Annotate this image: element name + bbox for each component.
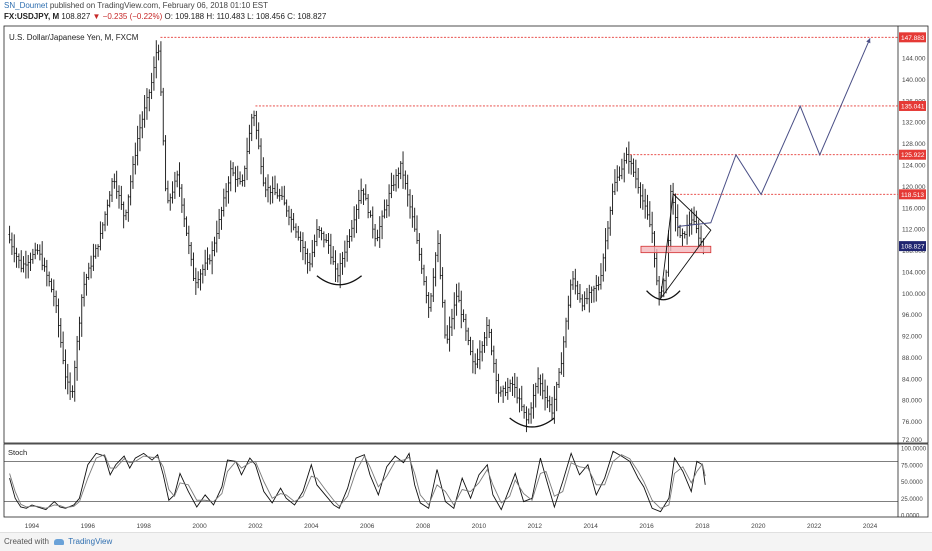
projection-path xyxy=(677,38,871,227)
resistance-price-tag xyxy=(899,149,926,160)
time-tick-label: 2022 xyxy=(807,523,822,530)
published-text: published on TradingView.com, February 0… xyxy=(49,1,269,10)
time-tick-label: 2008 xyxy=(416,523,431,530)
tradingview-brand-link[interactable]: TradingView xyxy=(68,537,113,546)
time-tick-label: 1996 xyxy=(81,523,96,530)
stoch-series-line xyxy=(9,450,706,513)
time-tick-label: 2000 xyxy=(192,523,207,530)
time-tick-label: 2004 xyxy=(304,523,319,530)
stoch-tick-label: 100.0000 xyxy=(901,447,927,453)
created-with: Created with TradingView xyxy=(4,537,112,546)
resistance-price-tag xyxy=(899,100,926,111)
price-tick-label: 84.000 xyxy=(902,376,922,383)
rounding-bottom-arc xyxy=(509,417,555,428)
triangle-pattern xyxy=(659,192,712,301)
low-value: L: 108.456 xyxy=(247,12,285,21)
ohlc-bars xyxy=(8,40,705,433)
time-tick-label: 2006 xyxy=(360,523,375,530)
time-tick-label: 1994 xyxy=(25,523,40,530)
price-tick-label: 108.000 xyxy=(902,248,926,255)
resistance-price-label: 135.041 xyxy=(901,103,925,110)
price-tick-label: 132.000 xyxy=(902,120,926,127)
price-tick-label: 128.000 xyxy=(902,141,926,148)
time-tick-label: 2020 xyxy=(751,523,766,530)
rounding-bottom-arc xyxy=(316,275,363,286)
time-tick-label: 2018 xyxy=(695,523,710,530)
stoch-title: Stoch xyxy=(8,448,27,457)
close-value: C: 108.827 xyxy=(287,12,327,21)
tradingview-logo-icon xyxy=(54,538,65,545)
price-tick-label: 80.000 xyxy=(902,398,922,405)
price-axis-bottom-label: 72.000 xyxy=(902,437,922,444)
resistance-price-tag xyxy=(899,32,926,43)
stoch-axis: 100.0000 75.0000 50.0000 25.0000 0.0000 xyxy=(901,447,927,520)
time-tick-label: 2024 xyxy=(863,523,878,530)
price-axis: 76.000 80.000 84.000 88.000 92.000 96.000 100.… xyxy=(902,56,926,427)
price-tick-label: 124.000 xyxy=(902,163,926,170)
chart-canvas[interactable]: U.S. Dollar/Japanese Yen, M, FXCM Stoch … xyxy=(0,24,932,532)
price-tick-label: 92.000 xyxy=(902,334,922,341)
open-value: O: 109.188 xyxy=(164,12,205,21)
resistance-price-label: 147.883 xyxy=(901,35,925,42)
stoch-pane-border xyxy=(3,443,929,518)
price-tick-label: 100.000 xyxy=(902,291,926,298)
price-tick-label: 104.000 xyxy=(902,269,926,276)
time-tick-label: 2016 xyxy=(639,523,654,530)
time-tick-label: 2012 xyxy=(528,523,543,530)
resistance-price-label: 125.922 xyxy=(901,152,925,159)
footer-bar: Created with TradingView xyxy=(0,532,932,551)
high-value: H: 110.483 xyxy=(206,12,245,21)
support-zone xyxy=(640,245,712,254)
price-tick-label: 112.000 xyxy=(902,227,925,234)
symbol-label: FX:USDJPY, M xyxy=(4,12,60,21)
current-price-tag xyxy=(899,241,926,252)
chart-title: U.S. Dollar/Japanese Yen, M, FXCM xyxy=(9,33,139,42)
price-tick-label: 76.000 xyxy=(902,419,922,426)
price-tick-label: 96.000 xyxy=(902,312,922,319)
last-price: 108.827 xyxy=(61,12,91,21)
current-price-marker: 108.827 xyxy=(899,241,926,252)
down-arrow-icon: ▼ xyxy=(92,12,101,21)
price-tick-label: 120.000 xyxy=(902,184,926,191)
main-pane-border xyxy=(3,25,929,444)
price-tick-label: 88.000 xyxy=(902,355,922,362)
header-bar: SN_Doumet published on TradingView.com, … xyxy=(0,0,932,24)
resistance-price-label: 118.513 xyxy=(901,192,924,199)
pattern-annotations xyxy=(316,192,712,428)
stoch-tick-label: 50.0000 xyxy=(901,480,923,486)
resistance-levels: 147.883 135.041 125.922 118.513 xyxy=(160,32,926,200)
stoch-tick-label: 75.0000 xyxy=(901,463,923,469)
stoch-tick-label: 25.0000 xyxy=(901,497,923,503)
published-line: SN_Doumet published on TradingView.com, … xyxy=(4,1,268,10)
price-tick-label: 140.000 xyxy=(902,77,926,84)
time-axis: 1994 1996 1998 2000 2002 2004 2006 2008 2010 2012… xyxy=(25,523,878,530)
rounding-bottom-arc xyxy=(646,290,681,301)
time-tick-label: 2014 xyxy=(583,523,598,530)
ohlc-line: FX:USDJPY, M 108.827 ▼ −0.235 (−0.22%) O… xyxy=(4,12,326,21)
projection-arrowhead xyxy=(866,38,871,44)
time-tick-label: 2010 xyxy=(472,523,487,530)
resistance-price-tag xyxy=(899,189,926,200)
time-tick-label: 2002 xyxy=(248,523,263,530)
current-price-label: 108.827 xyxy=(901,244,925,251)
price-tick-label: 144.000 xyxy=(902,56,926,63)
stoch-series-line xyxy=(9,454,706,509)
created-with-label: Created with xyxy=(4,537,49,546)
stoch-lines xyxy=(4,450,898,513)
author-link[interactable]: SN_Doumet xyxy=(4,1,48,10)
time-tick-label: 1998 xyxy=(136,523,151,530)
projection-line xyxy=(677,38,871,227)
stoch-tick-label: 0.0000 xyxy=(901,514,920,520)
price-change: −0.235 (−0.22%) xyxy=(102,12,163,21)
price-tick-label: 116.000 xyxy=(902,205,925,212)
